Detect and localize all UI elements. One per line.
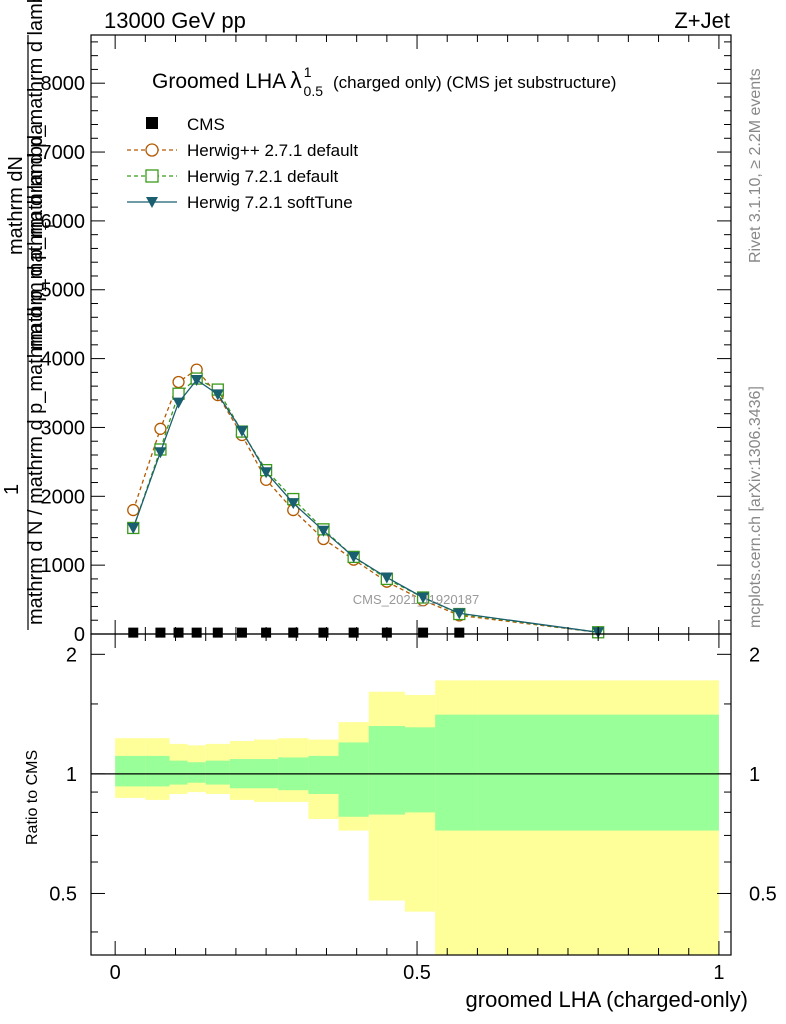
ylabel-one: 1 <box>1 484 23 495</box>
ratio-inner-band-bin <box>477 714 719 831</box>
main-ytick-label: 3000 <box>41 417 86 439</box>
ratio-ytick-label-left: 2 <box>66 644 77 666</box>
point-cms <box>418 627 429 638</box>
ratio-panel: 0.5 0.51 12 2 0 0.5 1 Ratio to CMS <box>24 633 777 984</box>
legend-herwig7-softtune-label: Herwig 7.2.1 softTune <box>187 193 353 212</box>
ylabel-numerator-sub: T <box>42 222 57 230</box>
plot-title: Groomed LHA λ 1 0.5 (charged only) (CMS jet … <box>152 64 616 99</box>
ratio-inner-band-bin <box>338 742 369 817</box>
main-panel: 0 1000 2000 3000 4000 5000 6000 7000 8000 Groome… <box>1 0 732 646</box>
ratio-inner-band-bin <box>368 725 405 815</box>
point-cms <box>318 627 329 638</box>
header-right: Z+Jet <box>674 8 730 33</box>
main-ytick-label: 8000 <box>41 73 86 95</box>
point-herwig-7-2-1-softtune <box>453 608 466 620</box>
point-herwig-7-2-1-softtune <box>287 498 300 510</box>
ratio-inner-band-bin <box>145 755 170 787</box>
point-herwig-7-2-1-softtune <box>417 592 430 604</box>
point-herwig-7-2-1-softtune <box>380 572 393 584</box>
point-herwig-7-2-1-softtune <box>260 467 273 479</box>
main-x-ticks <box>114 35 720 634</box>
point-cms <box>191 627 202 638</box>
ratio-inner-band-bin <box>205 760 230 785</box>
ratio-inner-band-bin <box>308 755 339 794</box>
main-ytick-label: 2000 <box>41 486 86 508</box>
point-herwig-7-2-1-softtune <box>190 374 203 386</box>
ratio-inner-band-bin <box>169 760 188 785</box>
point-cms <box>454 627 465 638</box>
point-cms <box>173 627 184 638</box>
xtick-label: 1 <box>713 962 724 984</box>
ratio-data-layer <box>91 680 731 955</box>
legend-herwig7-softtune-marker <box>146 197 158 208</box>
ratio-ytick-label-right: 1 <box>749 764 760 786</box>
main-y-label: mathrm dN mathrm d p_mathrm d p_mathrm d… <box>1 0 57 630</box>
point-cms <box>128 627 139 638</box>
ratio-ytick-label-right: 0.5 <box>749 883 777 905</box>
series-line-herwig-2-7-1-default <box>132 368 599 633</box>
ratio-ytick-label-right: 2 <box>749 644 760 666</box>
main-ytick-label: 5000 <box>41 280 86 302</box>
rivet-label: Rivet 3.1.10, ≥ 2.2M events <box>747 68 764 263</box>
ylabel-numerator-small: mathrm dN <box>5 156 27 255</box>
ratio-ytick-label-left: 0.5 <box>49 883 77 905</box>
point-cms <box>212 627 223 638</box>
legend: CMS Herwig++ 2.7.1 default Herwig 7.2.1 … <box>127 115 358 212</box>
ratio-inner-band-bin <box>187 762 206 783</box>
main-ytick-label: 6000 <box>41 211 86 233</box>
point-cms <box>236 627 247 638</box>
point-cms <box>155 627 166 638</box>
legend-herwig7-default-label: Herwig 7.2.1 default <box>187 167 338 186</box>
point-cms <box>348 627 359 638</box>
point-herwig-2-7-1-default <box>154 422 167 435</box>
ratio-y-label: Ratio to CMS <box>24 750 41 845</box>
main-ytick-label: 7000 <box>41 142 86 164</box>
xtick-label: 0 <box>110 962 121 984</box>
point-herwig-7-2-1-softtune <box>127 522 140 534</box>
ylabel-numerator-big: mathrm d p_mathrm d p_mathrm d lambda <box>25 0 47 350</box>
legend-herwig7-default-marker <box>145 169 159 183</box>
series-line-herwig-7-2-1-default <box>132 377 599 633</box>
point-herwig-7-2-1-softtune <box>211 389 224 401</box>
ratio-inner-band-bin <box>115 755 146 787</box>
xtick-label: 0.5 <box>403 962 431 984</box>
x-axis-label: groomed LHA (charged-only) <box>466 987 748 1012</box>
title-lambda: λ <box>290 67 302 93</box>
main-data-layer <box>127 363 605 639</box>
main-y-ticks: 0 1000 2000 3000 4000 5000 6000 7000 8000 <box>41 41 731 646</box>
main-ytick-label: 1000 <box>41 555 86 577</box>
point-herwig-7-2-1-softtune <box>347 551 360 563</box>
ratio-x-ticks: 0 0.5 1 <box>110 634 724 984</box>
point-herwig-7-2-1-softtune <box>172 397 185 409</box>
ratio-ytick-label-left: 1 <box>66 764 77 786</box>
ratio-y-ticks: 0.5 0.5 1 1 2 2 <box>49 644 777 933</box>
mcplots-label: mcplots.cern.ch [arXiv:1306.3436] <box>747 386 764 628</box>
title-subscript: 0.5 <box>304 83 324 99</box>
point-cms <box>288 627 299 638</box>
point-herwig-2-7-1-default <box>127 503 140 517</box>
legend-herwigpp-label: Herwig++ 2.7.1 default <box>187 141 358 160</box>
main-ytick-label: 4000 <box>41 349 86 371</box>
point-herwig-2-7-1-default <box>172 375 185 389</box>
main-ytick-label: 0 <box>74 624 85 646</box>
point-herwig-7-2-1-softtune <box>235 425 248 437</box>
point-herwig-7-2-1-softtune <box>317 525 330 537</box>
title-main: Groomed LHA <box>152 70 286 93</box>
ratio-inner-band-bin <box>435 714 478 831</box>
ratio-inner-band-bin <box>404 727 436 813</box>
legend-cms-label: CMS <box>187 115 225 134</box>
legend-cms-marker <box>146 117 158 129</box>
watermark: CMS_2021_I1920187 <box>353 592 480 607</box>
legend-herwigpp-marker <box>145 143 159 157</box>
title-rest: (charged only) (CMS jet substructure) <box>333 73 616 92</box>
title-superscript: 1 <box>304 64 312 80</box>
ylabel-denominator: mathrm d N / mathrm d p_mathrm d p_mathr… <box>25 123 47 625</box>
header-left: 13000 GeV pp <box>104 8 246 33</box>
ratio-frame <box>90 633 732 956</box>
point-herwig-7-2-1-softtune <box>154 447 167 459</box>
